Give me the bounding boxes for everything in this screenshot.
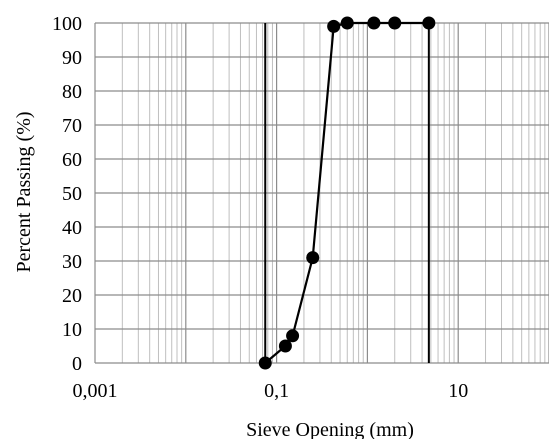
data-point — [327, 19, 341, 33]
data-point — [367, 16, 381, 30]
data-point — [258, 356, 272, 370]
y-tick-label: 40 — [62, 217, 82, 239]
y-tick-label: 10 — [62, 319, 82, 341]
x-tick-label: 0,1 — [264, 380, 289, 402]
x-tick-label: 10 — [448, 380, 468, 402]
y-tick-label: 100 — [52, 13, 82, 35]
y-tick-labels: 0 10 20 30 40 50 60 70 80 90 100 — [52, 13, 82, 375]
y-tick-label: 90 — [62, 47, 82, 69]
data-point — [388, 16, 402, 30]
data-point — [286, 329, 300, 343]
data-point — [278, 339, 292, 353]
data-series — [258, 16, 436, 370]
reference-lines — [264, 23, 430, 363]
data-point — [306, 251, 320, 265]
data-point — [340, 16, 354, 30]
x-tick-labels: 0,001 0,1 10 — [73, 380, 469, 402]
y-tick-label: 30 — [62, 251, 82, 273]
data-point — [422, 16, 436, 30]
y-tick-label: 0 — [72, 353, 82, 375]
x-tick-label: 0,001 — [73, 380, 118, 402]
y-tick-label: 80 — [62, 81, 82, 103]
y-tick-label: 50 — [62, 183, 82, 205]
x-axis-title: Sieve Opening (mm) — [246, 419, 414, 439]
y-tick-label: 70 — [62, 115, 82, 137]
y-tick-label: 20 — [62, 285, 82, 307]
y-axis-title: Percent Passing (%) — [13, 111, 35, 272]
major-gridlines — [94, 22, 549, 364]
y-tick-label: 60 — [62, 149, 82, 171]
